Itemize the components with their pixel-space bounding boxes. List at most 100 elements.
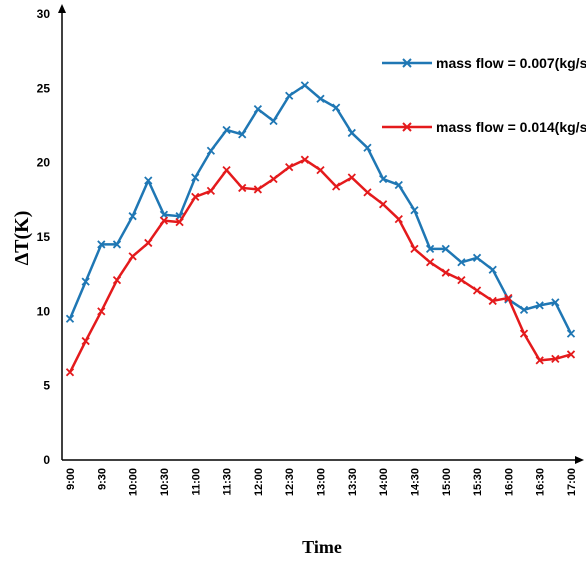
data-point-marker [238, 183, 247, 193]
x-tick-label: 12:00 [253, 468, 265, 496]
data-point-marker [472, 286, 482, 295]
legend-item: mass flow = 0.007(kg/s) [382, 55, 586, 71]
data-point-marker [457, 258, 466, 267]
data-point-marker [144, 176, 153, 185]
series-group [65, 81, 576, 377]
data-point-marker [65, 368, 75, 377]
data-point-marker [191, 192, 200, 201]
y-tick-label: 25 [37, 81, 51, 95]
y-axis-title: ΔT(K) [11, 211, 33, 266]
data-point-marker [425, 244, 435, 254]
data-point-marker [238, 130, 247, 139]
data-point-marker [112, 240, 122, 249]
data-point-marker [300, 81, 309, 90]
data-point-marker [81, 277, 90, 286]
x-tick-label: 15:30 [472, 468, 484, 496]
legend-label: mass flow = 0.014(kg/s) [436, 119, 586, 135]
legend-label: mass flow = 0.007(kg/s) [436, 55, 586, 71]
data-point-marker [332, 103, 341, 112]
data-point-marker [112, 275, 122, 285]
data-point-marker [316, 165, 325, 175]
x-tick-label: 10:30 [159, 468, 171, 496]
series-2 [65, 155, 576, 377]
data-point-marker [347, 173, 356, 182]
series-1 [65, 81, 576, 338]
data-point-marker [378, 200, 388, 209]
y-tick-label: 20 [37, 156, 51, 170]
data-point-marker [488, 265, 497, 274]
data-point-marker [65, 314, 75, 323]
data-point-marker [519, 329, 529, 338]
data-point-marker [206, 186, 216, 196]
data-point-marker [191, 173, 200, 182]
x-tick-label: 12:30 [284, 468, 296, 496]
data-point-marker [504, 293, 513, 303]
data-point-marker [551, 354, 560, 364]
data-point-marker [457, 275, 466, 285]
y-tick-label: 30 [37, 7, 51, 21]
data-point-marker [253, 105, 263, 114]
legend: mass flow = 0.007(kg/s) mass flow = 0.014… [382, 55, 586, 135]
data-point-marker [253, 185, 263, 194]
data-point-marker [566, 329, 576, 338]
data-point-marker [363, 188, 372, 197]
x-tick-label: 10:00 [128, 468, 140, 496]
data-point-marker [410, 244, 419, 254]
data-point-marker [285, 162, 294, 172]
y-tick-label: 0 [43, 453, 50, 467]
legend-marker-icon [402, 58, 412, 68]
data-point-marker [519, 305, 529, 314]
legend-marker-icon [402, 122, 412, 132]
data-point-marker [159, 216, 169, 225]
x-axis-arrow-icon [575, 456, 584, 464]
data-point-marker [535, 301, 544, 310]
data-point-marker [285, 91, 294, 100]
x-tick-label: 14:30 [409, 468, 421, 496]
data-point-marker [159, 210, 169, 219]
data-point-marker [128, 252, 137, 261]
axes [58, 4, 584, 464]
data-point-marker [269, 116, 278, 126]
data-point-marker [425, 258, 435, 267]
legend-item: mass flow = 0.014(kg/s) [382, 119, 586, 135]
x-tick-label: 11:00 [190, 468, 202, 496]
x-tick-label: 13:30 [347, 468, 359, 496]
y-tick-label: 10 [37, 304, 51, 318]
x-tick-label: 17:00 [566, 468, 578, 496]
data-point-marker [222, 165, 231, 175]
data-point-marker [97, 240, 106, 249]
data-point-marker [332, 182, 341, 191]
y-tick-label: 5 [43, 379, 50, 393]
x-tick-label: 14:00 [378, 468, 390, 496]
data-point-marker [535, 356, 544, 365]
x-tick-label: 9:30 [96, 468, 108, 490]
x-tick-label: 11:30 [222, 468, 234, 496]
data-point-marker [97, 307, 106, 316]
y-tick-labels: 0 5 10 15 20 25 30 [37, 7, 51, 467]
data-point-marker [441, 268, 450, 277]
x-axis-title: Time [302, 537, 342, 557]
x-tick-label: 15:00 [441, 468, 453, 496]
data-point-marker [316, 94, 325, 103]
x-tick-label: 16:00 [503, 468, 515, 496]
data-point-marker [347, 128, 356, 138]
data-point-marker [175, 217, 184, 227]
data-point-marker [488, 296, 497, 306]
y-tick-label: 15 [37, 230, 51, 244]
data-point-marker [269, 174, 278, 184]
data-point-marker [410, 206, 419, 215]
data-point-marker [566, 350, 576, 359]
data-point-marker [222, 125, 231, 135]
data-point-marker [300, 155, 309, 164]
data-point-marker [551, 298, 560, 307]
data-point-marker [128, 212, 137, 221]
data-point-marker [394, 215, 403, 224]
x-tick-label: 16:30 [535, 468, 547, 496]
data-point-marker [363, 143, 372, 152]
data-point-marker [378, 174, 388, 184]
data-point-marker [472, 253, 482, 262]
x-tick-labels: 9:00 9:30 10:00 10:30 11:00 11:30 12:00 12:30 13… [65, 468, 578, 496]
x-tick-label: 9:00 [65, 468, 77, 490]
x-tick-label: 13:00 [316, 468, 328, 496]
